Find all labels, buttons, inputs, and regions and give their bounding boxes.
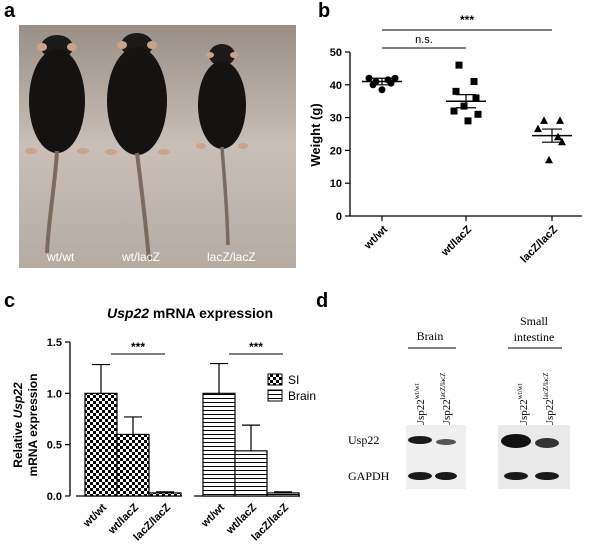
c-y-tick-label: 0.0 [47, 491, 62, 503]
blot-tissue-si-line1: Small [520, 314, 549, 328]
panel-d-letter: d [316, 290, 329, 312]
b-point [545, 155, 553, 164]
c-bar [148, 492, 182, 497]
panel-a-letter: a [4, 0, 16, 22]
b-point [474, 110, 482, 118]
band-gapdh-brain-lacz [435, 472, 457, 480]
band-gapdh-si-lacz [535, 472, 559, 480]
panel-b-letter: b [318, 0, 331, 22]
mouse-2 [105, 33, 170, 261]
b-point [556, 116, 564, 124]
c-y-axis-label-line2: mRNA expression [26, 374, 40, 477]
c-y-tick-label: 0.5 [47, 440, 62, 452]
b-point [464, 117, 472, 125]
blot-lane-label-4: Usp22lacZ/lacZ [542, 372, 556, 428]
blot-tissue-brain: Brain [417, 329, 444, 343]
c-legend-swatch [267, 389, 283, 402]
band-gapdh-brain-wt [408, 472, 432, 480]
c-bar [266, 492, 300, 497]
blot-membrane-si [498, 425, 570, 489]
b-point [554, 132, 562, 141]
c-x-tick-label: wt/wt [80, 501, 109, 530]
weight-scatter-chart: Weight (g) 0 10 20 30 40 50 wt/wt wt/lacZ lacZ/l… [308, 13, 582, 265]
c-sig-label: *** [249, 340, 263, 354]
svg-text:Usp22wt/wt: Usp22wt/wt [516, 383, 530, 428]
b-sig-label-triple: *** [460, 13, 474, 27]
b-point [455, 61, 463, 69]
photo-label-lacz-lacz: lacZ/lacZ [207, 250, 256, 264]
b-y-tick-label: 0 [336, 211, 342, 223]
blot-row-gapdh: GAPDH [348, 469, 390, 483]
b-x-tick-label: wt/lacZ [439, 223, 475, 259]
c-ylabel-pre: Relative [11, 418, 25, 467]
b-point [534, 124, 542, 133]
b-point [540, 116, 548, 124]
c-sig-label: *** [131, 340, 145, 354]
blot-tissue-si-line2: intestine [514, 330, 555, 344]
mice-photo: wt/wt wt/lacZ lacZ/lacZ [19, 25, 296, 268]
c-x-tick-label: wt/wt [198, 501, 227, 530]
c-y-tick-label: 1.5 [47, 337, 62, 349]
b-point [450, 107, 458, 115]
b-point [378, 86, 386, 94]
photo-label-wt-wt: wt/wt [46, 250, 75, 264]
b-y-tick-label: 20 [330, 145, 342, 157]
blot-row-usp22: Usp22 [348, 433, 379, 447]
b-sig-label-ns: n.s. [415, 34, 433, 46]
c-ylabel-gene: Usp22 [11, 382, 25, 418]
c-legend-swatch [267, 373, 283, 386]
c-title-rest: mRNA expression [149, 305, 273, 321]
b-y-tick-label: 10 [330, 178, 342, 190]
c-title-gene: Usp22 [107, 305, 149, 321]
mouse-1 [25, 35, 89, 254]
band-gapdh-si-wt [504, 472, 528, 480]
c-bar [234, 450, 268, 497]
band-usp22-si-wt [501, 434, 531, 448]
svg-text:Usp22wt/wt: Usp22wt/wt [413, 383, 427, 428]
c-bar [202, 392, 236, 497]
b-y-tick-label: 30 [330, 113, 342, 125]
b-x-tick-label: wt/wt [361, 223, 390, 252]
blot-lane-label-1: Usp22wt/wt [413, 383, 427, 428]
c-bar [84, 392, 118, 497]
svg-text:Usp22lacZ/lacZ: Usp22lacZ/lacZ [439, 372, 453, 428]
b-y-tick-label: 40 [330, 80, 342, 92]
band-usp22-brain-wt [408, 436, 432, 444]
c-legend-label: SI [288, 373, 299, 387]
panel-c-letter: c [4, 290, 16, 312]
c-y-tick-label: 1.0 [47, 388, 62, 400]
band-usp22-brain-lacz [436, 439, 456, 445]
b-point [472, 94, 480, 102]
b-x-tick-label: lacZ/lacZ [518, 223, 560, 265]
c-title: Usp22 mRNA expression [107, 305, 273, 321]
c-bar [116, 433, 150, 497]
b-point [387, 79, 395, 87]
c-y-axis-label-line1: Relative Usp22 [11, 382, 25, 468]
b-point [460, 102, 468, 110]
b-point [470, 78, 478, 86]
band-usp22-si-lacz [535, 438, 559, 448]
mouse-3 [196, 44, 248, 246]
b-point [452, 87, 460, 95]
c-legend-label: Brain [288, 389, 316, 403]
b-y-axis-label: Weight (g) [308, 103, 323, 166]
photo-label-wt-lacz: wt/lacZ [121, 250, 160, 264]
blot-lane-label-2: Usp22lacZ/lacZ [439, 372, 453, 428]
b-marks: n.s. *** [362, 13, 572, 164]
b-point [365, 74, 373, 82]
western-blot: Brain Small intestine Usp22wt/wt Usp22la… [348, 314, 570, 489]
b-point [558, 137, 566, 146]
b-point [391, 74, 399, 82]
blot-lane-label-3: Usp22wt/wt [516, 383, 530, 428]
c-marks: wt/wtwt/lacZlacZ/lacZ***wt/wtwt/lacZlacZ… [80, 340, 316, 543]
b-y-tick-label: 50 [330, 47, 342, 59]
svg-text:Usp22lacZ/lacZ: Usp22lacZ/lacZ [542, 372, 556, 428]
mrna-bar-chart: Usp22 mRNA expression Relative Usp22 mRN… [11, 305, 316, 543]
